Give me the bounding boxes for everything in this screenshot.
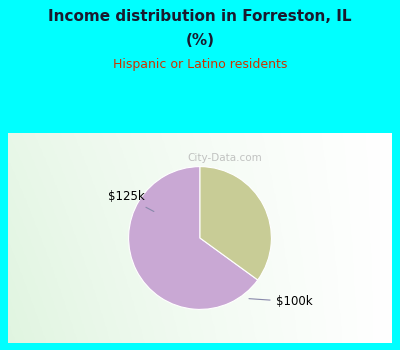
Wedge shape: [129, 167, 258, 309]
Text: $125k: $125k: [108, 190, 154, 211]
Wedge shape: [200, 167, 271, 280]
Text: $100k: $100k: [249, 295, 312, 308]
Text: City-Data.com: City-Data.com: [188, 153, 262, 163]
Text: Income distribution in Forreston, IL: Income distribution in Forreston, IL: [48, 9, 352, 24]
Text: Hispanic or Latino residents: Hispanic or Latino residents: [113, 58, 287, 71]
Text: (%): (%): [186, 33, 214, 48]
